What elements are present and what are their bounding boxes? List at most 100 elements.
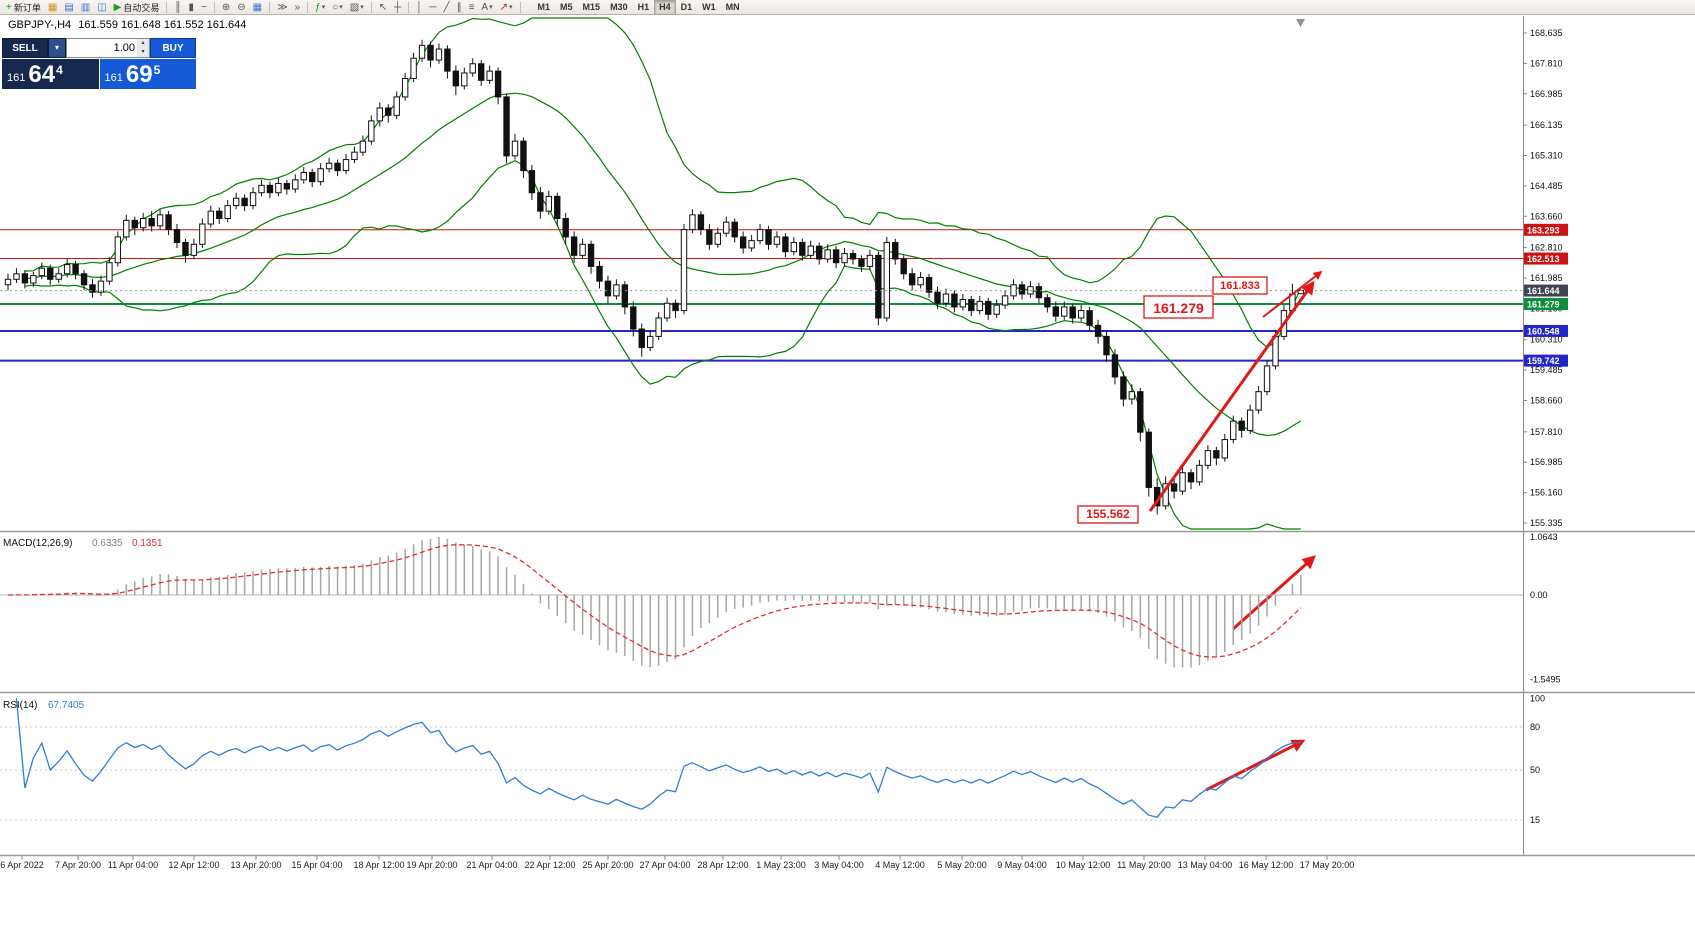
cursor-icon[interactable]: ↖ [376,0,390,15]
svg-text:0.00: 0.00 [1530,590,1548,600]
time-axis-layer[interactable]: 6 Apr 2022 7 Apr 20:00 11 Apr 04:00 12 Apr … [0,856,1354,870]
svg-text:3 May 04:00: 3 May 04:00 [814,860,864,870]
buy-price-main: 69 [125,61,153,88]
chart-window-icon[interactable]: ▦ [45,0,60,15]
svg-text:7 Apr 20:00: 7 Apr 20:00 [55,860,101,870]
svg-text:13 May 04:00: 13 May 04:00 [1178,860,1233,870]
profiles-glyph: ▤ [64,1,74,13]
profiles-icon[interactable]: ▤ [61,0,76,15]
svg-text:15 Apr 04:00: 15 Apr 04:00 [291,860,342,870]
toolbar-icons: + 新订单 ▦ ▤ ▥ ◫ ▶ 自动交易 ║ ▮ ~ ⊕ ⊖ ▦ ≫» ƒ ▾ ○ ▾ ▧ ▾ ↖ ┼ │ ─ ╱ ∥ ≡ A ▾ ↗ ▾ [3,0,524,15]
toolbar-separator [408,1,410,13]
svg-text:15: 15 [1530,815,1540,825]
auto-scroll-icon[interactable]: ≫ [274,0,290,15]
market-watch-icon[interactable]: ▥ [78,0,93,15]
buy-price[interactable]: 161 69 5 [99,59,196,89]
fibonacci-glyph: ≡ [468,1,475,13]
trendline-glyph: ╱ [443,1,450,13]
indicators-glyph: ƒ [315,1,321,13]
horizontal-line-icon[interactable]: ─ [426,0,439,15]
volume-field: ▴▾ [66,38,150,58]
dropdown-caret-icon: ▾ [360,4,364,11]
timeframe-d1[interactable]: D1 [680,1,693,12]
sell-price-sup: 4 [56,63,63,77]
auto-trading-icon[interactable]: ▶ 自动交易 [111,0,163,15]
new-order-label: 新订单 [13,2,41,13]
line-chart-icon[interactable]: ~ [198,0,210,15]
text-label-glyph: A [481,1,489,13]
timeframe-m1[interactable]: M1 [537,1,551,12]
text-label-icon[interactable]: A ▾ [478,0,495,15]
crosshair-icon[interactable]: ┼ [391,0,404,15]
svg-text:162.513: 162.513 [1527,254,1560,264]
chart-shift-icon[interactable]: » [292,0,304,15]
svg-text:67.7405: 67.7405 [48,700,85,711]
svg-text:25 Apr 20:00: 25 Apr 20:00 [582,860,633,870]
svg-text:13 Apr 20:00: 13 Apr 20:00 [230,860,281,870]
svg-text:11 Apr 04:00: 11 Apr 04:00 [108,860,158,870]
timeframe-h4[interactable]: H4 [654,0,676,15]
symbol-period-label: GBPJPY-,H4 [8,19,72,31]
order-type-dropdown[interactable]: ▾ [48,38,66,58]
svg-text:50: 50 [1530,765,1540,775]
market-watch-glyph: ▥ [80,1,91,13]
templates-icon[interactable]: ▧ ▾ [347,0,367,15]
svg-text:160.310: 160.310 [1530,335,1563,345]
zoom-in-icon[interactable]: ⊕ [219,0,233,15]
sell-button[interactable]: SELL [2,38,48,58]
timeframe-bar: M1 M5 M15 M30 H1 H4 D1 W1 MN [533,0,745,15]
svg-text:1.0643: 1.0643 [1530,532,1558,542]
buy-button[interactable]: BUY [150,38,196,58]
timeframe-m15[interactable]: M15 [582,1,601,12]
arrows-tool-icon[interactable]: ↗ ▾ [497,0,516,15]
svg-text:161.279: 161.279 [1527,300,1560,310]
svg-text:28 Apr 12:00: 28 Apr 12:00 [697,860,748,870]
svg-text:19 Apr 20:00: 19 Apr 20:00 [406,860,457,870]
main-toolbar: + 新订单 ▦ ▤ ▥ ◫ ▶ 自动交易 ║ ▮ ~ ⊕ ⊖ ▦ ≫» ƒ ▾ ○ ▾ ▧ ▾ ↖ ┼ │ ─ ╱ ∥ ≡ A ▾ ↗ ▾ M… [0,0,1695,15]
svg-text:27 Apr 04:00: 27 Apr 04:00 [639,860,690,870]
auto-trading-label: 自动交易 [123,2,160,13]
svg-text:0.6335: 0.6335 [92,538,123,549]
auto-trading-glyph: ▶ [113,1,122,13]
timeframe-m5[interactable]: M5 [560,1,573,12]
svg-text:163.293: 163.293 [1527,225,1560,235]
price-scale-layer[interactable]: 168.635 167.810 166.985 166.135 165.310 164.4… [1523,16,1568,855]
candlestick-chart-icon[interactable]: ▮ [185,0,197,15]
navigator-icon[interactable]: ◫ [94,0,109,15]
vertical-line-icon[interactable]: │ [413,0,425,15]
new-order-icon[interactable]: + 新订单 [3,0,44,15]
svg-text:155.335: 155.335 [1530,518,1563,528]
trendline-icon[interactable]: ╱ [441,0,453,15]
line-chart-glyph: ~ [201,1,207,13]
annotations-layer: 161.833 161.279 155.562 [1077,276,1268,524]
trade-panel-prices: 161 64 4 161 69 5 [2,59,196,89]
periods-icon[interactable]: ○ ▾ [329,0,346,15]
dropdown-caret-icon: ▾ [489,4,493,11]
svg-text:21 Apr 04:00: 21 Apr 04:00 [466,860,517,870]
svg-text:5 May 20:00: 5 May 20:00 [937,860,987,870]
fibonacci-icon[interactable]: ≡ [466,0,478,15]
periods-glyph: ○ [332,1,339,13]
toolbar-separator [370,1,372,13]
timeframe-mn[interactable]: MN [725,1,740,12]
buy-price-prefix: 161 [104,72,123,84]
equidistant-channel-icon[interactable]: ∥ [454,0,465,15]
timeframe-m30[interactable]: M30 [610,1,628,12]
arrows-layer [1148,270,1323,792]
svg-text:161.985: 161.985 [1530,273,1563,283]
bar-chart-icon[interactable]: ║ [171,0,184,15]
dropdown-caret-icon: ▾ [339,4,343,11]
timeframe-h1[interactable]: H1 [637,1,650,12]
volume-stepper[interactable]: ▴ ▾ [137,39,149,57]
zoom-out-icon[interactable]: ⊖ [234,0,248,15]
chart-shift-glyph: » [294,1,301,13]
tile-windows-icon[interactable]: ▦ [250,0,265,15]
equidistant-channel-glyph: ∥ [456,1,462,13]
svg-text:9 May 04:00: 9 May 04:00 [997,860,1047,870]
sell-price[interactable]: 161 64 4 [2,59,99,89]
indicators-icon[interactable]: ƒ ▾ [312,0,328,15]
timeframe-w1[interactable]: W1 [702,1,716,12]
volume-input[interactable] [67,39,137,57]
